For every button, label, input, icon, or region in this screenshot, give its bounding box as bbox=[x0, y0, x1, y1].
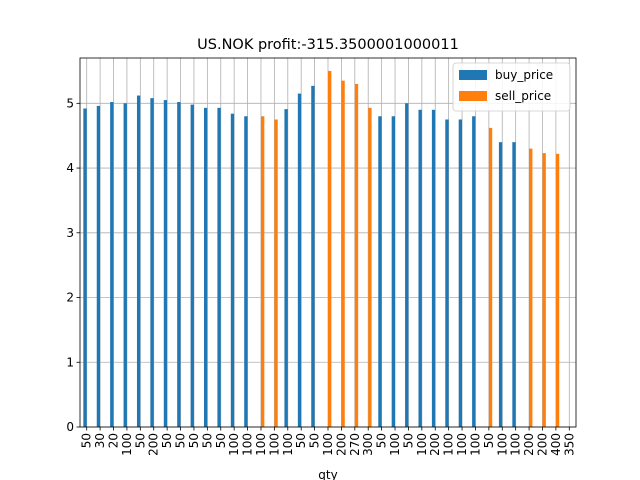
y-tick-label: 0 bbox=[66, 420, 74, 434]
x-axis-label: qty bbox=[318, 468, 337, 480]
y-axis: 0 1 2 3 4 5 bbox=[66, 96, 80, 434]
x-tick-label: 100 bbox=[227, 433, 241, 456]
x-tick-label: 50 bbox=[174, 433, 188, 448]
bar-buy-price bbox=[96, 105, 101, 427]
bars bbox=[83, 70, 560, 428]
bar-sell-price bbox=[368, 107, 372, 428]
bar-sell-price bbox=[274, 119, 278, 427]
x-tick-label: 50 bbox=[133, 433, 147, 448]
legend-label: sell_price bbox=[495, 89, 551, 103]
x-tick-label: 100 bbox=[468, 433, 482, 456]
x-tick-label: 100 bbox=[120, 433, 134, 456]
x-tick-label: 20 bbox=[107, 433, 121, 448]
bar-buy-price bbox=[297, 93, 302, 428]
x-tick-label: 200 bbox=[334, 433, 348, 456]
x-tick-label: 400 bbox=[549, 433, 563, 456]
bar-sell-price bbox=[341, 80, 345, 427]
chart-title: US.NOK profit:-315.3500001000011 bbox=[197, 37, 459, 53]
x-tick-label: 100 bbox=[267, 433, 281, 456]
x-tick-label: 100 bbox=[495, 433, 509, 456]
x-tick-label: 200 bbox=[147, 433, 161, 456]
y-tick-label: 4 bbox=[66, 161, 74, 175]
x-tick-label: 200 bbox=[522, 433, 536, 456]
x-tick-label: 50 bbox=[294, 433, 308, 448]
bar-buy-price bbox=[418, 109, 422, 427]
bar-buy-price bbox=[150, 98, 154, 427]
x-tick-label: 300 bbox=[361, 433, 375, 456]
bar-buy-price bbox=[136, 95, 141, 428]
bar-buy-price bbox=[163, 100, 168, 427]
x-tick-label: 200 bbox=[428, 433, 442, 456]
bar-sell-price bbox=[555, 153, 560, 427]
x-tick-label: 100 bbox=[509, 433, 523, 456]
bar-buy-price bbox=[284, 109, 288, 428]
x-tick-label: 200 bbox=[535, 433, 549, 456]
x-tick-label: 350 bbox=[562, 433, 576, 456]
bar-sell-price bbox=[529, 148, 533, 427]
bar-buy-price bbox=[190, 104, 194, 427]
x-tick-label: 50 bbox=[160, 433, 174, 448]
bar-buy-price bbox=[177, 102, 181, 427]
y-tick-label: 1 bbox=[66, 355, 74, 369]
x-tick-label: 100 bbox=[388, 433, 402, 456]
x-tick-label: 270 bbox=[348, 433, 362, 456]
x-tick-label: 50 bbox=[375, 433, 389, 448]
x-tick-label: 50 bbox=[308, 433, 322, 448]
x-tick-label: 100 bbox=[321, 433, 335, 456]
bar-sell-price bbox=[488, 127, 493, 428]
x-tick-label: 50 bbox=[482, 433, 496, 448]
x-tick-label: 50 bbox=[200, 433, 214, 448]
bar-buy-price bbox=[230, 113, 235, 428]
x-tick-label: 30 bbox=[93, 433, 107, 448]
bar-buy-price bbox=[512, 142, 516, 427]
bar-buy-price bbox=[217, 107, 221, 428]
bar-buy-price bbox=[431, 109, 436, 427]
legend: buy_price sell_price bbox=[452, 62, 571, 112]
x-axis: 50 30 20 100 50 200 50 50 50 50 50 100 100 100 100 100 5… bbox=[80, 427, 576, 456]
legend-swatch bbox=[459, 70, 487, 80]
bar-buy-price bbox=[405, 103, 409, 427]
legend-swatch bbox=[459, 91, 487, 101]
bar-buy-price bbox=[244, 116, 248, 428]
bar-buy-price bbox=[472, 116, 476, 428]
bar-buy-price bbox=[204, 107, 208, 428]
legend-label: buy_price bbox=[495, 68, 553, 82]
x-tick-label: 100 bbox=[415, 433, 429, 456]
bar-buy-price bbox=[123, 103, 127, 427]
x-tick-label: 50 bbox=[80, 433, 94, 448]
bar-buy-price bbox=[445, 119, 449, 427]
x-tick-label: 100 bbox=[254, 433, 268, 456]
x-tick-label: 100 bbox=[442, 433, 456, 456]
x-tick-label: 100 bbox=[281, 433, 295, 456]
x-tick-label: 100 bbox=[241, 433, 255, 456]
bar-sell-price bbox=[260, 116, 265, 428]
bar-buy-price bbox=[378, 116, 382, 428]
bar-buy-price bbox=[498, 142, 503, 427]
y-tick-label: 2 bbox=[66, 291, 74, 305]
bar-buy-price bbox=[110, 102, 114, 427]
bar-sell-price bbox=[542, 153, 546, 428]
x-tick-label: 100 bbox=[455, 433, 469, 456]
x-tick-label: 50 bbox=[401, 433, 415, 448]
y-tick-label: 5 bbox=[66, 96, 74, 110]
bar-sell-price bbox=[354, 83, 359, 427]
bar-sell-price bbox=[328, 70, 332, 428]
bar-buy-price bbox=[83, 108, 87, 427]
bar-buy-price bbox=[391, 116, 396, 428]
x-tick-label: 50 bbox=[214, 433, 228, 448]
y-tick-label: 3 bbox=[66, 226, 74, 240]
bar-buy-price bbox=[311, 85, 315, 427]
bar-buy-price bbox=[458, 119, 463, 427]
x-tick-label: 50 bbox=[187, 433, 201, 448]
